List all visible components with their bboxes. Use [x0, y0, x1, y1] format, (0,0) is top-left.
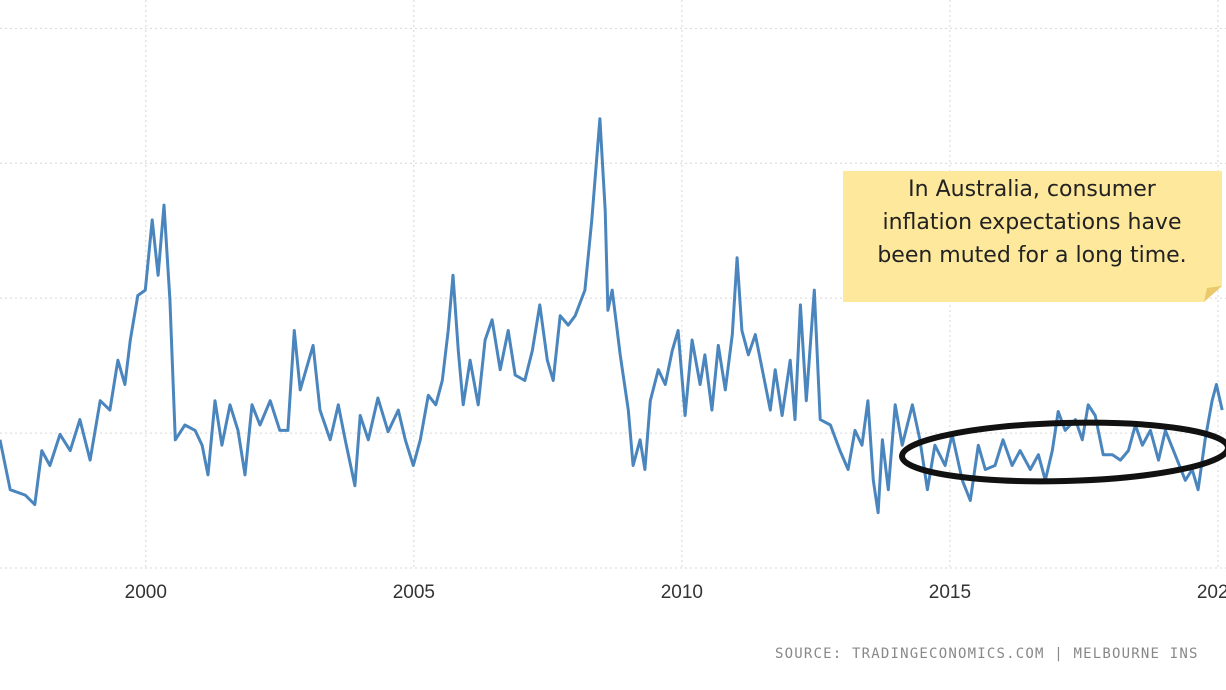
note-fold	[1204, 286, 1222, 302]
x-tick-label: 2015	[929, 582, 971, 603]
x-tick-label: 2000	[125, 582, 167, 603]
plot	[0, 117, 1224, 515]
annotation-note: In Australia, consumer inflation expecta…	[843, 171, 1222, 302]
annotation-line: inflation expectations have	[883, 210, 1182, 235]
data-line	[0, 117, 1224, 515]
x-tick-label: 2005	[393, 582, 435, 603]
annotation-line: been muted for a long time.	[877, 243, 1186, 268]
x-tick-label: 2010	[661, 582, 703, 603]
note-paper	[843, 171, 1222, 302]
source: SOURCE: TRADINGECONOMICS.COM | MELBOURNE…	[775, 646, 1199, 662]
x-tick-label: 2020	[1197, 582, 1226, 603]
annotation-line: In Australia, consumer	[908, 177, 1157, 202]
highlight-ellipse	[899, 419, 1226, 485]
